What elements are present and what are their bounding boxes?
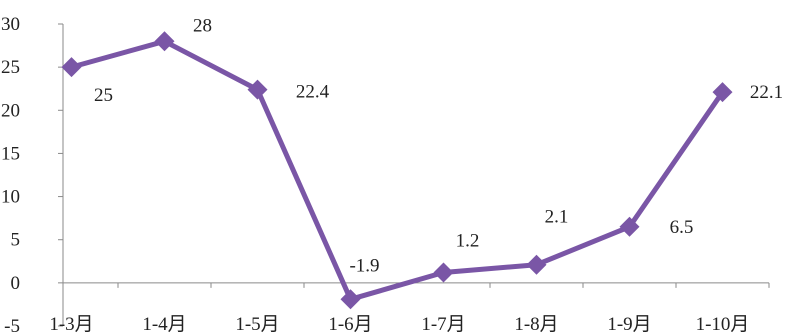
y-tick-label: 5: [11, 230, 21, 251]
y-tick-label: 20: [1, 100, 20, 121]
data-point-marker: [619, 216, 640, 237]
x-tick-label: 1-6月: [328, 314, 372, 335]
y-tick-label: 30: [1, 14, 20, 35]
data-point-marker: [433, 262, 454, 283]
data-point-marker: [340, 289, 361, 310]
data-point-marker: [247, 79, 268, 100]
y-tick-label: 10: [1, 187, 20, 208]
data-label: 25: [94, 85, 113, 106]
x-tick-label: 1-9月: [607, 314, 651, 335]
data-point-marker: [526, 254, 547, 275]
series-line-group: [61, 31, 733, 310]
x-tick-label: 1-10月: [696, 314, 750, 335]
data-point-marker: [61, 57, 82, 78]
data-label: 28: [193, 15, 212, 36]
y-tick-label: 25: [1, 57, 20, 78]
y-axis-tick-labels: -5 0 5 10 15 20 25 30: [1, 14, 20, 336]
data-label: 22.4: [296, 82, 330, 103]
data-point-marker: [154, 31, 175, 52]
y-tick-label: 0: [11, 273, 21, 294]
data-labels: 25 28 22.4 -1.9 1.2 2.1 6.5 22.1: [94, 15, 783, 276]
data-label: 22.1: [750, 82, 783, 103]
data-label: 2.1: [545, 207, 569, 228]
x-tick-label: 1-7月: [421, 314, 465, 335]
data-label: 1.2: [456, 231, 480, 252]
data-point-marker: [712, 82, 733, 103]
y-tick-label: -5: [4, 316, 20, 336]
x-axis-tick-labels: 1-3月 1-4月 1-5月 1-6月 1-7月 1-8月 1-9月 1-10月: [49, 314, 749, 335]
y-tick-label: 15: [1, 143, 20, 164]
series-line: [69, 38, 725, 302]
x-tick-label: 1-5月: [235, 314, 279, 335]
x-tick-label: 1-3月: [49, 314, 93, 335]
data-label: -1.9: [349, 255, 379, 276]
x-tick-label: 1-8月: [514, 314, 558, 335]
data-label: 6.5: [670, 217, 694, 238]
x-tick-label: 1-4月: [142, 314, 186, 335]
